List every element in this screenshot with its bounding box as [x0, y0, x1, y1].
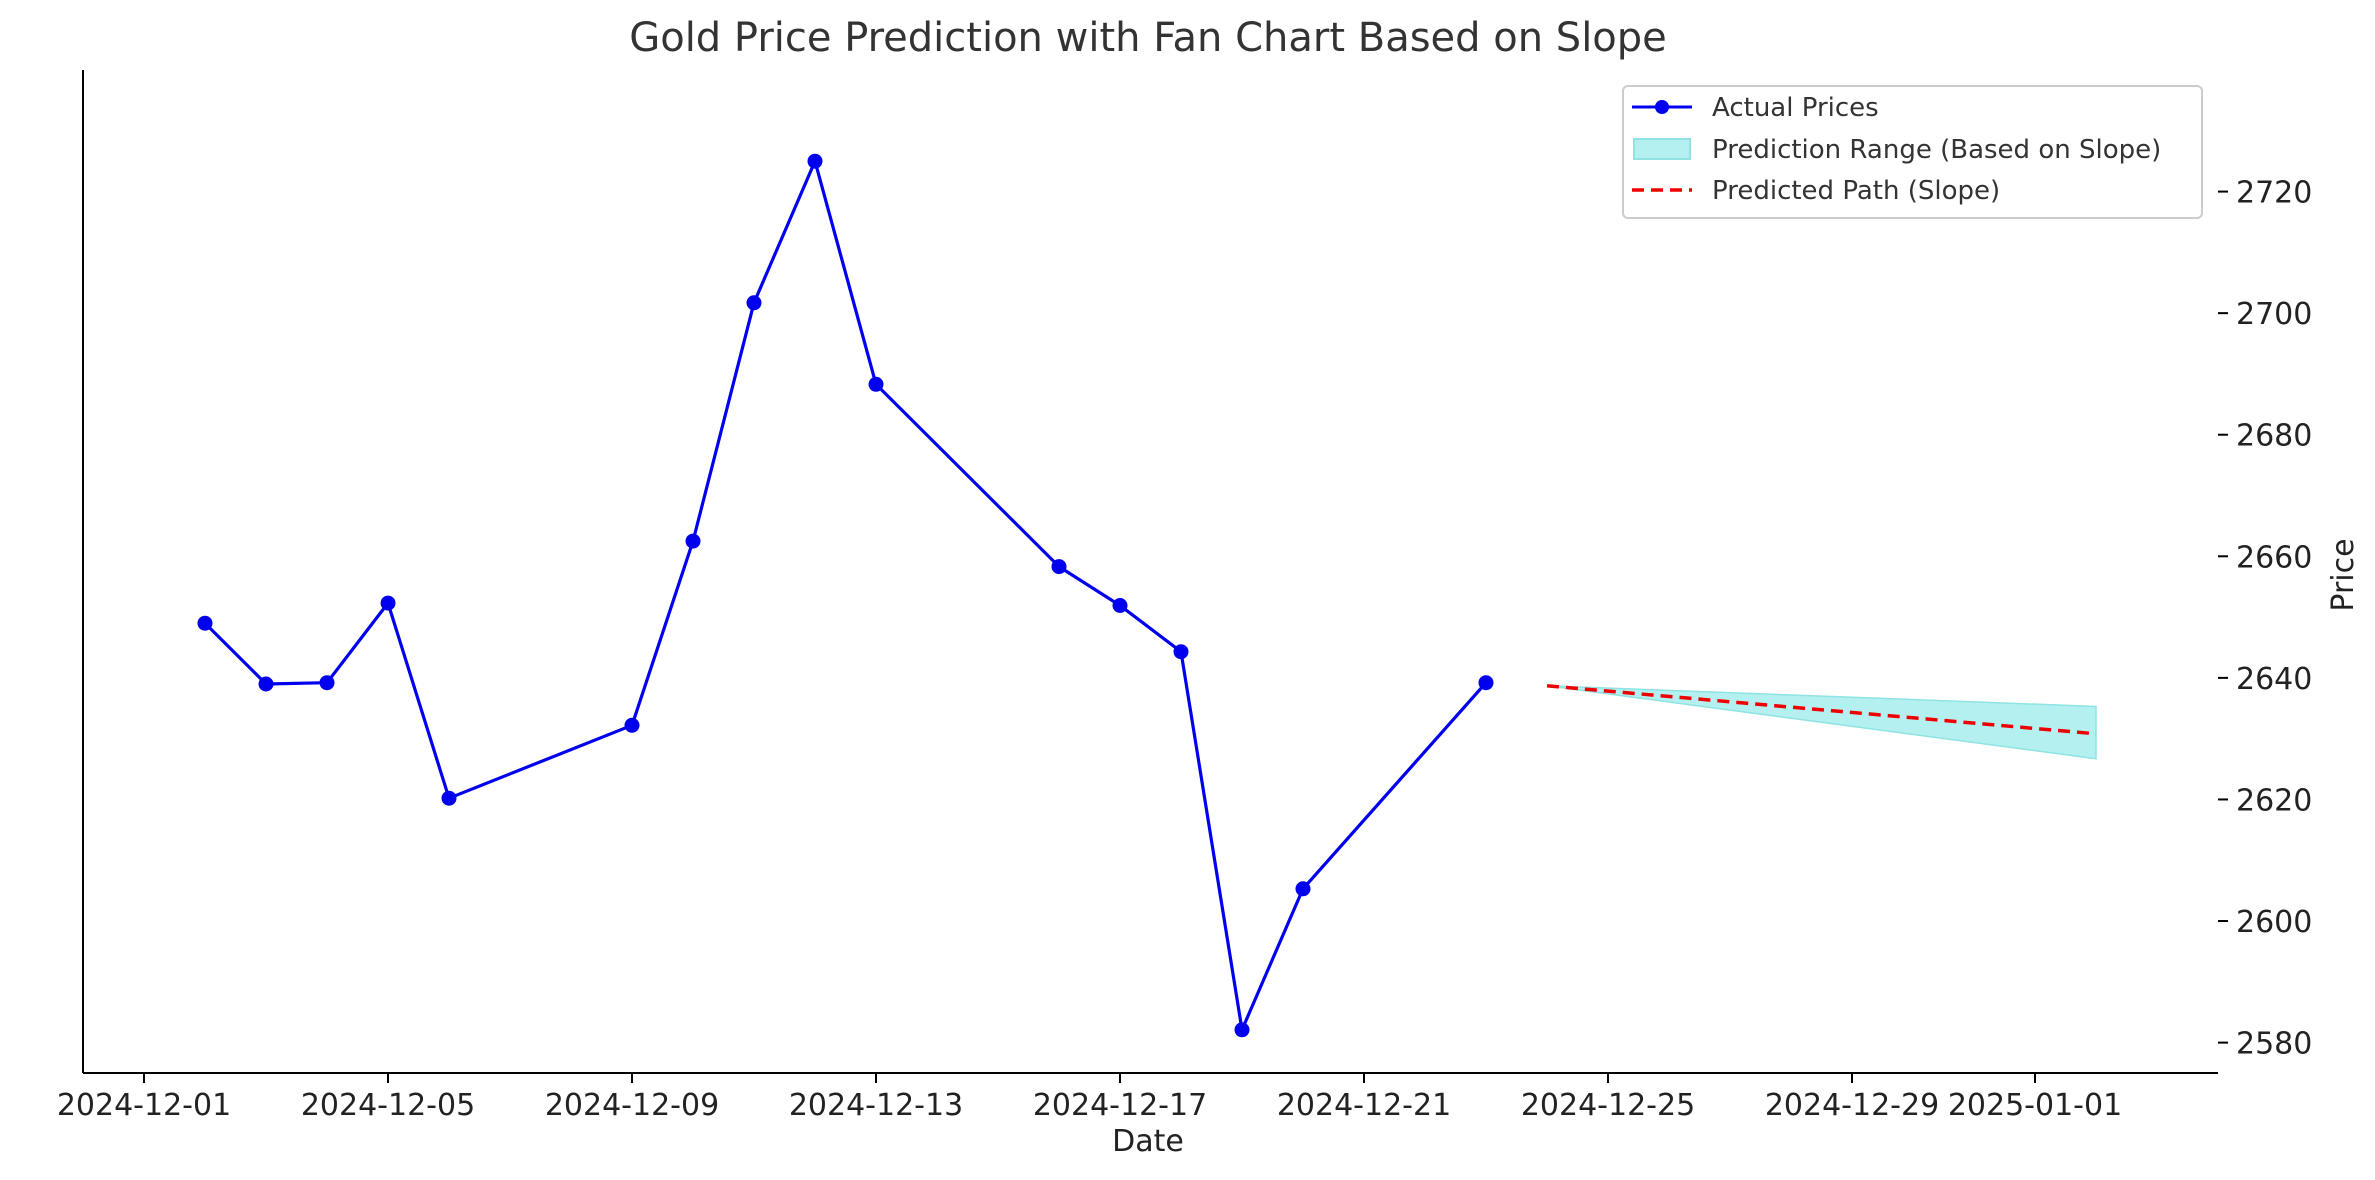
- y-tick-label: 2600: [2236, 905, 2312, 940]
- x-tick-label: 2024-12-25: [1521, 1088, 1695, 1123]
- x-axis-label: Date: [1112, 1124, 1184, 1159]
- actual-prices-line: [203, 159, 1488, 1032]
- actual-price-point: [1295, 881, 1311, 897]
- y-axis-ticks: 2580 2600 2620 2640 2660 2680 2700 2720: [2218, 176, 2312, 1062]
- actual-price-point: [1051, 559, 1067, 575]
- legend-predicted-label: Predicted Path (Slope): [1712, 176, 2000, 206]
- actual-price-point: [807, 153, 823, 169]
- prediction-band: [1546, 685, 2097, 760]
- legend-band-swatch: [1633, 138, 1691, 160]
- y-tick-label: 2680: [2236, 419, 2312, 454]
- actual-price-point: [868, 376, 884, 392]
- predicted-path-line: [1546, 684, 2097, 736]
- y-tick-label: 2700: [2236, 297, 2312, 332]
- actual-price-point: [319, 675, 335, 691]
- legend: Actual Prices Prediction Range (Based on…: [1622, 85, 2203, 219]
- x-tick-label: 2024-12-05: [301, 1088, 475, 1123]
- actual-price-point: [1234, 1022, 1250, 1038]
- actual-price-point: [1478, 675, 1494, 691]
- x-tick-label: 2024-12-17: [1033, 1088, 1207, 1123]
- x-tick-label: 2024-12-01: [57, 1088, 231, 1123]
- y-tick-label: 2720: [2236, 176, 2312, 211]
- chart-title: Gold Price Prediction with Fan Chart Bas…: [629, 15, 1667, 61]
- y-tick-label: 2580: [2236, 1027, 2312, 1062]
- actual-price-point: [441, 790, 457, 806]
- x-tick-label: 2024-12-09: [545, 1088, 719, 1123]
- y-tick-label: 2640: [2236, 662, 2312, 697]
- legend-actual-marker: [1655, 100, 1669, 114]
- legend-box: [1622, 85, 2203, 219]
- x-axis-ticks: 2024-12-01 2024-12-05 2024-12-09 2024-12-13…: [57, 1073, 2122, 1123]
- actual-price-point: [624, 717, 640, 733]
- y-tick-label: 2620: [2236, 783, 2312, 818]
- actual-price-point: [380, 595, 396, 611]
- plot-area: [197, 153, 2097, 1038]
- actual-price-point: [746, 295, 762, 311]
- x-tick-label: 2024-12-29: [1765, 1088, 1939, 1123]
- actual-price-point: [1173, 644, 1189, 660]
- legend-actual-label: Actual Prices: [1712, 93, 1879, 123]
- x-tick-label: 2024-12-21: [1277, 1088, 1451, 1123]
- actual-price-point: [1112, 598, 1128, 613]
- y-tick-label: 2660: [2236, 540, 2312, 575]
- x-tick-label: 2025-01-01: [1948, 1088, 2122, 1123]
- actual-price-point: [258, 676, 274, 692]
- legend-band-label: Prediction Range (Based on Slope): [1712, 135, 2161, 165]
- x-tick-label: 2024-12-13: [789, 1088, 963, 1123]
- actual-price-point: [685, 533, 701, 549]
- y-axis-label: Price: [2326, 538, 2361, 611]
- actual-price-point: [197, 615, 213, 631]
